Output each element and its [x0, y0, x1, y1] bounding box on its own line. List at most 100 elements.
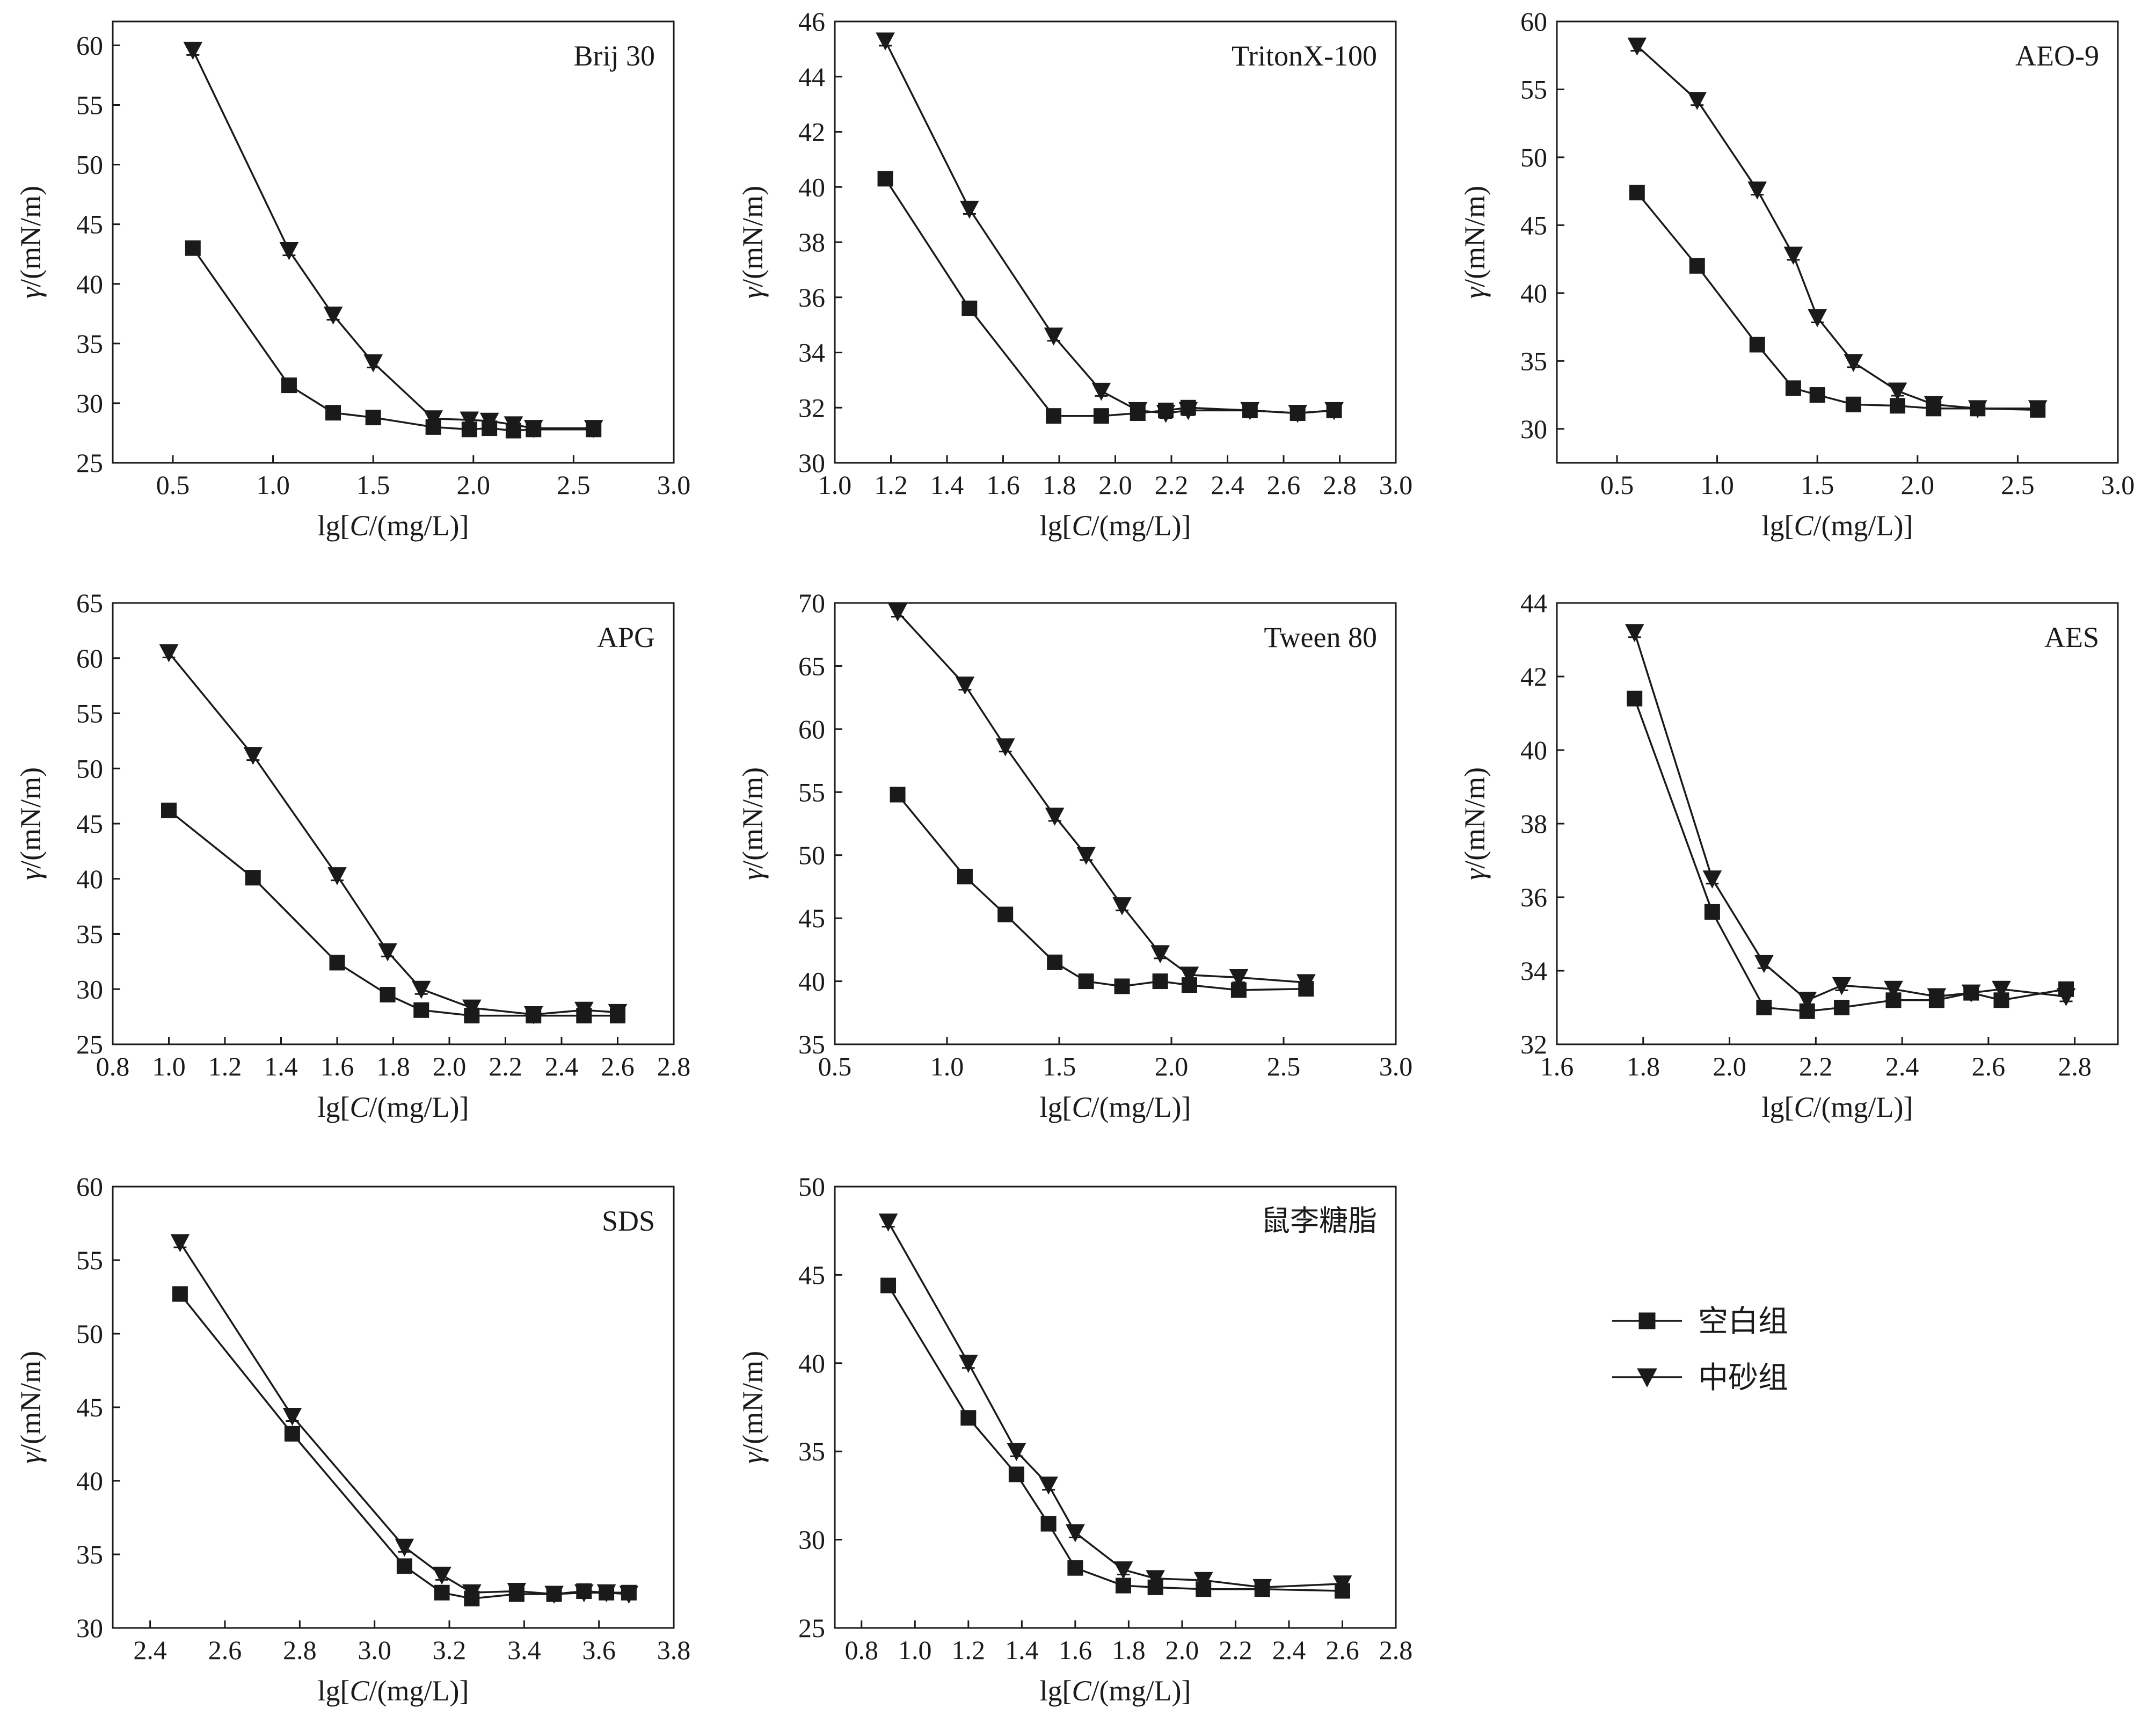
data-point — [159, 644, 179, 663]
series-line — [1636, 45, 2038, 410]
data-point — [1884, 980, 1903, 999]
legend-item-blank: 空白组 — [1612, 1305, 1788, 1339]
y-tick-label: 40 — [798, 966, 825, 997]
series-blank — [185, 240, 602, 439]
data-point — [279, 242, 299, 260]
y-tick-label: 55 — [798, 777, 825, 807]
data-point — [1178, 402, 1198, 420]
y-tick-label: 55 — [76, 1245, 103, 1275]
data-point — [1067, 1560, 1083, 1576]
x-tick-label: 3.2 — [433, 1635, 467, 1665]
data-point — [1179, 966, 1199, 985]
x-tick-label: 0.8 — [845, 1635, 879, 1665]
y-tick-label: 60 — [76, 30, 103, 60]
x-tick-label: 3.0 — [2101, 470, 2135, 500]
x-tick-label: 1.5 — [1043, 1051, 1076, 1081]
y-tick-label: 32 — [1520, 1029, 1547, 1059]
y-tick-label: 70 — [798, 588, 825, 618]
x-tick-label: 1.0 — [256, 470, 290, 500]
y-tick-label: 60 — [798, 714, 825, 744]
x-tick-label: 1.6 — [321, 1051, 354, 1081]
legend: 空白组 中砂组 — [1612, 1305, 1788, 1395]
data-point — [957, 869, 973, 885]
data-point — [380, 987, 396, 1003]
x-tick-label: 1.6 — [986, 470, 1020, 500]
data-point — [1240, 402, 1260, 420]
y-tick-label: 60 — [76, 1172, 103, 1202]
y-tick-label: 50 — [798, 840, 825, 870]
x-tick-label: 3.8 — [657, 1635, 691, 1665]
data-point — [1008, 1466, 1024, 1482]
data-point — [432, 1566, 451, 1585]
data-point — [1785, 380, 1801, 396]
data-point — [462, 1584, 482, 1603]
x-tick-label: 2.8 — [1323, 470, 1357, 500]
data-point — [1046, 408, 1062, 424]
data-point — [2056, 988, 2076, 1007]
y-tick-label: 60 — [76, 643, 103, 673]
legend-marker-triangle-down — [1637, 1368, 1657, 1388]
y-tick-label: 40 — [798, 172, 825, 202]
series-line — [884, 40, 1335, 415]
series-sand — [183, 41, 603, 438]
data-point — [1288, 405, 1307, 423]
data-point — [161, 802, 177, 818]
chart-panel-2: 1.0 1.2 1.4 1.6 1.8 2.0 2.2 2.4 2.6 2.8 3.0 30 32 34 3… — [737, 6, 1412, 542]
data-point — [1747, 181, 1767, 200]
data-point — [962, 300, 978, 316]
y-tick-label: 35 — [798, 1029, 825, 1059]
y-tick-label: 30 — [798, 448, 825, 478]
data-point — [479, 412, 499, 431]
x-tick-label: 1.6 — [1059, 1635, 1092, 1665]
x-tick-label: 2.4 — [133, 1635, 167, 1665]
x-axis-title: lg[C/(mg/L)] — [1040, 1091, 1191, 1123]
data-point — [365, 410, 381, 426]
chart-panel-1: 0.5 1.0 1.5 2.0 2.5 3.0 25 30 35 40 45 50 55 60 Brij 3… — [14, 20, 690, 542]
data-point — [434, 1584, 450, 1601]
x-tick-label: 0.5 — [156, 470, 190, 500]
panel-title: AEO-9 — [2015, 40, 2099, 72]
y-tick-label: 50 — [76, 150, 103, 180]
x-axis-title: lg[C/(mg/L)] — [1762, 510, 1913, 542]
y-tick-label: 30 — [76, 974, 103, 1004]
data-point — [584, 420, 603, 438]
plot-frame — [112, 1186, 675, 1629]
data-point — [396, 1558, 412, 1574]
data-point — [959, 200, 979, 219]
x-tick-label: 2.6 — [1972, 1051, 2006, 1081]
y-tick-label: 46 — [798, 6, 825, 37]
data-point — [876, 32, 895, 51]
x-tick-label: 3.4 — [507, 1635, 541, 1665]
x-tick-label: 1.8 — [1627, 1051, 1660, 1081]
x-tick-label: 1.0 — [930, 1051, 964, 1081]
x-tick-label: 2.8 — [1379, 1635, 1413, 1665]
y-tick-label: 30 — [798, 1525, 825, 1555]
chart-panel-5: 0.5 1.0 1.5 2.0 2.5 3.0 35 40 45 50 55 60 65 70 Tween … — [737, 588, 1412, 1123]
data-point — [1047, 954, 1063, 970]
plot-frame — [834, 1186, 1397, 1629]
x-tick-label: 2.5 — [2001, 470, 2035, 500]
plot-frame — [112, 602, 675, 1045]
data-point — [1924, 396, 1943, 415]
data-point — [1961, 984, 1981, 1003]
series-sand — [888, 603, 1316, 992]
x-tick-label: 2.0 — [1098, 470, 1132, 500]
x-tick-label: 1.0 — [1700, 470, 1734, 500]
data-point — [1332, 1575, 1352, 1594]
series-blank — [161, 802, 625, 1024]
data-point — [1749, 337, 1765, 353]
panel-title: APG — [597, 621, 655, 653]
series-line — [1634, 698, 2066, 1013]
x-axis-title: lg[C/(mg/L)] — [1040, 510, 1191, 542]
x-tick-label: 1.0 — [898, 1635, 932, 1665]
data-point — [507, 1583, 527, 1601]
chart-panel-4: 0.8 1.0 1.2 1.4 1.6 1.8 2.0 2.2 2.4 2.6 2.8 25 30 35 4… — [14, 588, 690, 1123]
plot-frame — [1556, 20, 2119, 464]
legend-marker-square — [1638, 1312, 1656, 1329]
y-tick-label: 55 — [1520, 74, 1547, 104]
data-point — [574, 1001, 594, 1020]
x-tick-label: 2.8 — [657, 1051, 691, 1081]
y-axis-title: γ/(mN/m) — [1459, 186, 1491, 299]
y-tick-label: 40 — [76, 864, 103, 894]
